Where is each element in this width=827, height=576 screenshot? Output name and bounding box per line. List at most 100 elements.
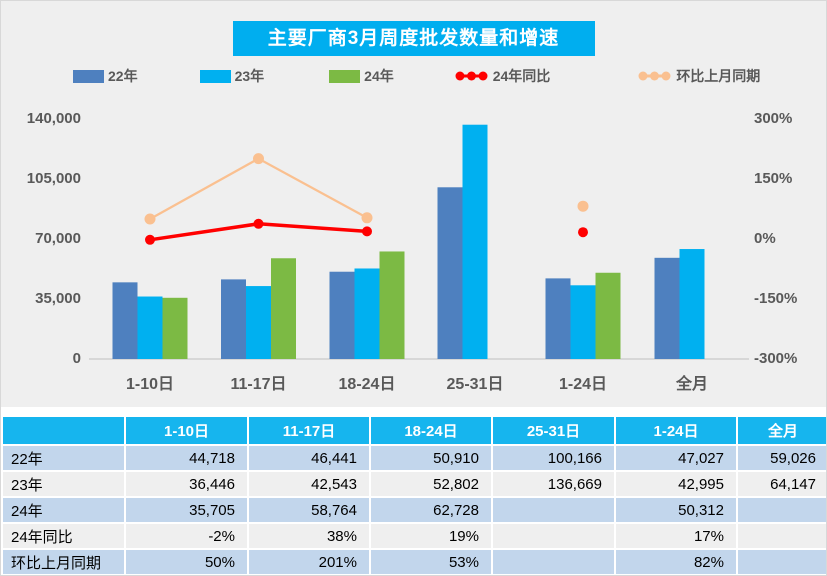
cell-24年-1-24日: 50,312 — [614, 496, 738, 524]
legend-label: 22年 — [108, 68, 138, 84]
bar-22年-25-31日 — [437, 187, 463, 359]
row-label-cell: 22年 — [1, 444, 126, 472]
bar-23年-11-17日 — [246, 286, 271, 359]
legend-item-5: 环比上月同期 — [637, 66, 760, 86]
y-axis-left-tick: 140,000 — [27, 110, 81, 127]
marker-环比上月同期-18-24日 — [361, 212, 373, 224]
row-label-cell: 23年 — [1, 470, 126, 498]
chart-legend: 22年 23年 24年 24年同比 环比上月同期 — [1, 64, 826, 88]
legend-label: 24年 — [364, 68, 394, 84]
legend-label: 环比上月同期 — [676, 68, 761, 84]
bar-22年-11-17日 — [221, 279, 246, 359]
combo-chart: 0 35,000 70,000 105,000 140,000 -300% -150% 0% 1… — [27, 110, 798, 393]
marker-环比上月同期-1-10日 — [144, 213, 156, 225]
legend-bar-swatch — [329, 69, 361, 83]
table-row-23年: 23年 36,446 42,543 52,802 136,669 42,995 64,147 — [1, 470, 826, 498]
cell-环比上月同期-11-17日: 201% — [247, 548, 371, 575]
table-header-corner — [1, 415, 126, 446]
bar-23年-18-24日 — [354, 268, 380, 359]
data-table: 1-10日 11-17日 18-24日 25-31日 1-24日 全月 22年 44,718… — [1, 415, 826, 575]
x-axis-label-1-24日: 1-24日 — [559, 375, 607, 393]
cell-24年同比-25-31日 — [491, 522, 616, 550]
cell-环比上月同期-1-24日: 82% — [614, 548, 738, 575]
cell-22年-全月: 59,026 — [736, 444, 826, 472]
cell-22年-25-31日: 100,166 — [491, 444, 616, 472]
marker-24年同比-18-24日 — [362, 226, 372, 237]
x-axis-label-18-24日: 18-24日 — [339, 375, 396, 393]
x-axis-label-1-10日: 1-10日 — [126, 375, 174, 393]
cell-24年-11-17日: 58,764 — [247, 496, 371, 524]
row-label-cell: 24年同比 — [1, 522, 126, 550]
y-axis-left-tick: 0 — [73, 350, 81, 367]
bar-23年-全月 — [679, 249, 705, 359]
cell-24年同比-18-24日: 19% — [369, 522, 493, 550]
legend-bar-swatch — [73, 69, 104, 83]
table-header-1-24日: 1-24日 — [614, 415, 738, 446]
bar-23年-25-31日 — [462, 124, 488, 359]
cell-24年同比-全月 — [736, 522, 826, 550]
legend-label: 24年同比 — [492, 68, 551, 84]
chart-panel: 主要厂商3月周度批发数量和增速 22年 23年 24年 24年同比 环比上月同期 0 35… — [1, 1, 826, 407]
table-row-24年同比: 24年同比 -2% 38% 19% 17% — [1, 522, 826, 550]
y-axis-right-tick: -300% — [754, 350, 797, 367]
bar-22年-18-24日 — [329, 271, 355, 359]
legend-line-swatch — [455, 71, 488, 81]
cell-24年-18-24日: 62,728 — [369, 496, 493, 524]
legend-item-2: 23年 — [199, 66, 265, 86]
y-axis-left-tick: 35,000 — [35, 290, 81, 307]
x-axis-label-11-17日: 11-17日 — [230, 375, 286, 393]
bar-23年-1-10日 — [137, 296, 163, 359]
y-axis-left-tick: 105,000 — [27, 170, 81, 187]
cell-22年-18-24日: 50,910 — [369, 444, 493, 472]
line-环比上月同期 — [149, 157, 368, 220]
legend-item-3: 24年 — [329, 66, 394, 86]
y-axis-left-tick: 70,000 — [35, 230, 81, 247]
cell-23年-18-24日: 52,802 — [369, 470, 493, 498]
cell-23年-1-10日: 36,446 — [124, 470, 249, 498]
cell-22年-11-17日: 46,441 — [247, 444, 371, 472]
data-table-section: 1-10日 11-17日 18-24日 25-31日 1-24日 全月 22年 44,718… — [1, 415, 826, 575]
legend-item-4: 24年同比 — [454, 66, 551, 86]
cell-环比上月同期-全月 — [736, 548, 826, 575]
marker-24年同比-11-17日 — [253, 218, 264, 229]
bar-24年-18-24日 — [379, 251, 405, 359]
marker-24年同比-1-10日 — [145, 234, 155, 245]
table-header-11-17日: 11-17日 — [247, 415, 371, 446]
bar-22年-1-10日 — [112, 282, 138, 359]
cell-24年-全月 — [736, 496, 826, 524]
cell-环比上月同期-18-24日: 53% — [369, 548, 493, 575]
y-axis-right-tick: 300% — [754, 110, 792, 127]
row-label-cell: 环比上月同期 — [1, 548, 126, 575]
table-header-1-10日: 1-10日 — [124, 415, 249, 446]
cell-24年同比-1-24日: 17% — [614, 522, 738, 550]
bar-24年-11-17日 — [271, 258, 296, 359]
cell-24年同比-1-10日: -2% — [124, 522, 249, 550]
y-axis-right-tick: 150% — [754, 170, 792, 187]
cell-23年-25-31日: 136,669 — [491, 470, 616, 498]
x-axis-label-25-31日: 25-31日 — [447, 375, 504, 393]
cell-23年-全月: 64,147 — [736, 470, 826, 498]
cell-环比上月同期-1-10日: 50% — [124, 548, 249, 575]
table-row-22年: 22年 44,718 46,441 50,910 100,166 47,027 59,026 — [1, 444, 826, 472]
cell-环比上月同期-25-31日 — [491, 548, 616, 575]
cell-24年-1-10日: 35,705 — [124, 496, 249, 524]
table-row-环比上月同期: 环比上月同期 50% 201% 53% 82% — [1, 548, 826, 575]
bar-22年-1-24日 — [545, 278, 571, 359]
y-axis-right-tick: -150% — [754, 290, 797, 307]
bar-24年-1-24日 — [595, 272, 621, 359]
cell-22年-1-24日: 47,027 — [614, 444, 738, 472]
cell-23年-11-17日: 42,543 — [247, 470, 371, 498]
bar-23年-1-24日 — [570, 285, 596, 359]
cell-24年同比-11-17日: 38% — [247, 522, 371, 550]
bar-24年-1-10日 — [162, 297, 188, 359]
x-axis-label-全月: 全月 — [675, 374, 708, 393]
y-axis-right-tick: 0% — [754, 230, 776, 247]
legend-label: 23年 — [234, 68, 265, 84]
marker-环比上月同期-11-17日 — [253, 153, 264, 165]
table-header-25-31日: 25-31日 — [491, 415, 616, 446]
row-label-cell: 24年 — [1, 496, 126, 524]
table-header-row: 1-10日 11-17日 18-24日 25-31日 1-24日 全月 — [1, 415, 826, 446]
marker-24年同比-1-24日 — [578, 227, 588, 238]
marker-环比上月同期-1-24日 — [577, 200, 589, 212]
bar-22年-全月 — [654, 257, 680, 359]
